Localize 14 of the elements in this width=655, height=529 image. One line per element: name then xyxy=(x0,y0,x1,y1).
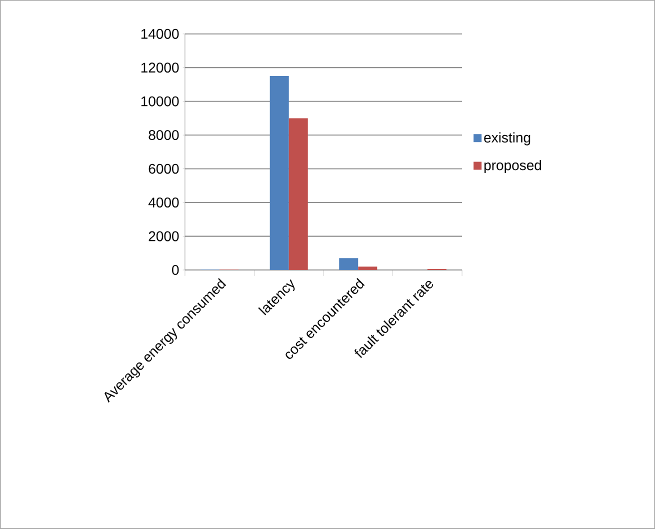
y-tick-label: 2000 xyxy=(148,231,179,242)
bar xyxy=(339,258,358,270)
bar xyxy=(358,266,378,270)
y-tick-label: 0 xyxy=(172,265,179,275)
bar xyxy=(288,118,308,270)
legend-label: existing xyxy=(484,132,530,146)
y-tick-label: 6000 xyxy=(148,164,179,174)
y-tick-label: 8000 xyxy=(148,130,179,140)
y-tick-label: 12000 xyxy=(141,62,179,73)
bar xyxy=(270,76,289,270)
y-tick-label: 4000 xyxy=(148,198,179,208)
legend-label: proposed xyxy=(484,160,542,174)
y-tick-label: 14000 xyxy=(141,28,179,39)
y-tick-label: 10000 xyxy=(141,96,179,106)
